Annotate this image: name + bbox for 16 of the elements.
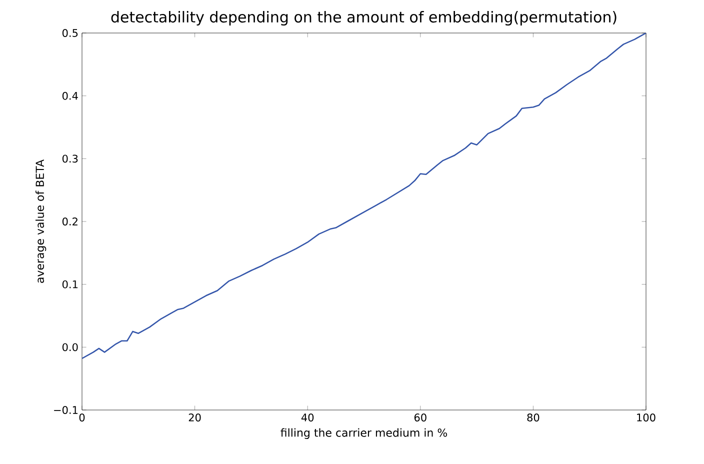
y-tick-label: 0.4 (62, 92, 78, 100)
y-tick-label: 0.1 (62, 280, 78, 288)
x-tick-label: 20 (188, 414, 201, 422)
chart-title: detectability depending on the amount of embedding(permutation) (111, 10, 616, 26)
y-tick-label: 0.2 (62, 218, 78, 226)
y-tick-label: 0.5 (62, 29, 78, 37)
y-tick-label: −0.1 (54, 406, 78, 414)
y-tick-label: 0.3 (62, 154, 78, 163)
x-tick-label: 0 (79, 414, 85, 422)
x-tick-label: 100 (637, 414, 656, 422)
x-tick-label: 60 (414, 414, 426, 422)
x-tick-label: 80 (527, 414, 540, 422)
x-axis-title: filling the carrier medium in % (280, 428, 448, 439)
y-axis-title: average value of BETA (35, 160, 46, 283)
x-tick-label: 40 (301, 414, 314, 422)
y-tick-label: 0.0 (62, 343, 78, 352)
